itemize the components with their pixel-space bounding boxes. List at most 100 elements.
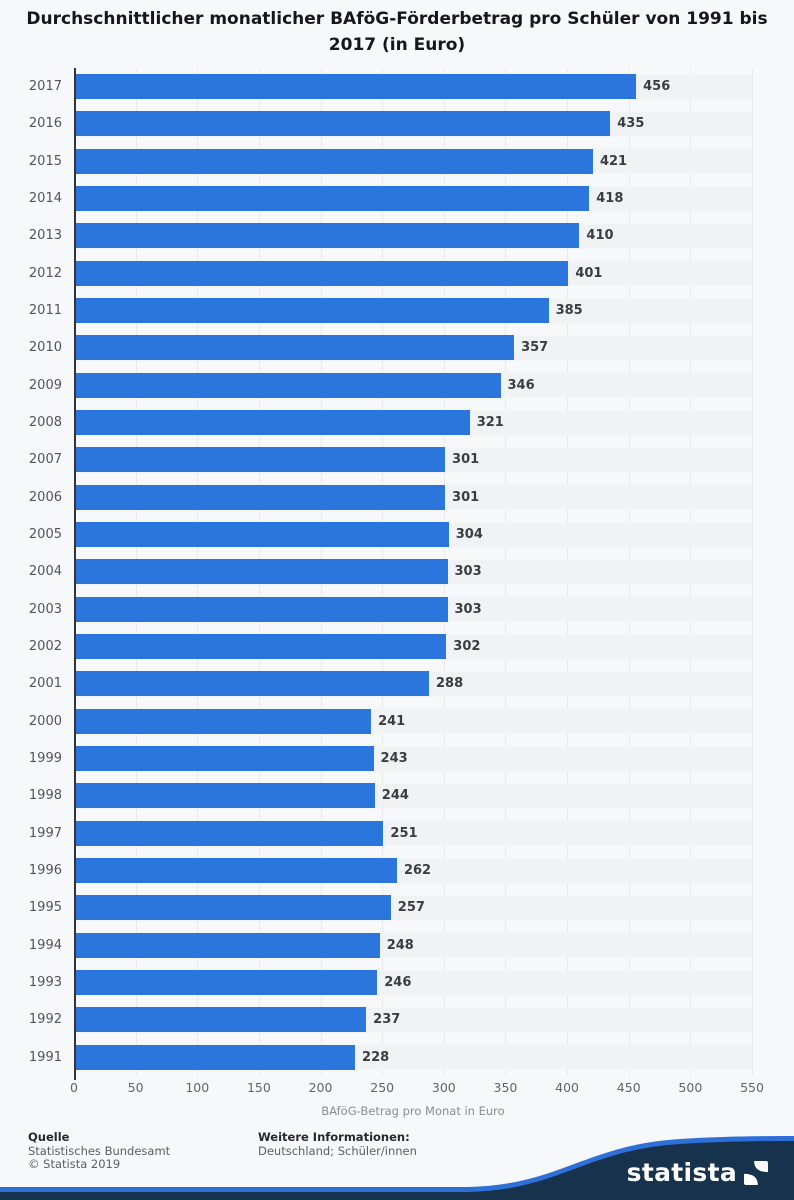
info-line: Deutschland; Schüler/innen xyxy=(258,1143,417,1158)
year-label: 2006 xyxy=(28,489,62,505)
year-label: 1998 xyxy=(28,788,62,804)
bar-row: 2003 303 xyxy=(0,591,752,628)
year-label: 1993 xyxy=(28,975,62,991)
value-label: 304 xyxy=(455,527,483,543)
bar-row: 2002 302 xyxy=(0,628,752,665)
bar-cell: 262 xyxy=(74,852,752,889)
x-tick-label: 200 xyxy=(308,1080,333,1095)
bar-cell: 410 xyxy=(74,217,752,254)
bar xyxy=(74,522,449,548)
bar xyxy=(74,74,637,100)
source-label: Quelle xyxy=(28,1130,70,1144)
bar-row: 2008 321 xyxy=(0,404,752,441)
bar xyxy=(74,148,593,174)
bar-row: 2006 301 xyxy=(0,479,752,516)
value-label: 288 xyxy=(436,676,464,692)
bar-cell: 303 xyxy=(74,591,752,628)
bar xyxy=(74,708,372,734)
x-tick-label: 400 xyxy=(555,1080,580,1095)
value-label: 421 xyxy=(599,153,628,169)
year-label: 2013 xyxy=(28,228,62,244)
bar xyxy=(74,858,397,884)
bar-row: 1993 246 xyxy=(0,964,752,1001)
bar-cell: 421 xyxy=(74,143,752,180)
bar-cell: 288 xyxy=(74,665,752,702)
bar xyxy=(74,335,515,361)
x-tick-label: 100 xyxy=(185,1080,210,1095)
year-label: 1997 xyxy=(28,825,62,841)
bar xyxy=(74,671,430,697)
value-label: 385 xyxy=(555,303,583,319)
value-label: 243 xyxy=(380,751,408,767)
bar xyxy=(74,298,549,324)
bar-row: 1992 237 xyxy=(0,1001,752,1038)
year-label: 1991 xyxy=(28,1049,62,1065)
value-label: 262 xyxy=(403,863,432,879)
x-tick-label: 250 xyxy=(370,1080,395,1095)
bar-row: 2012 401 xyxy=(0,255,752,292)
bar-row: 2009 346 xyxy=(0,367,752,404)
year-label: 1999 xyxy=(28,751,62,767)
bar xyxy=(74,223,580,249)
bar-row: 2013 410 xyxy=(0,217,752,254)
bar-cell: 321 xyxy=(74,404,752,441)
x-axis-label: BAföG-Betrag pro Monat in Euro xyxy=(321,1104,505,1118)
bar-cell: 246 xyxy=(74,964,752,1001)
source-line: Statistisches Bundesamt xyxy=(28,1143,171,1158)
year-label: 2014 xyxy=(28,191,62,207)
year-label: 1994 xyxy=(28,937,62,953)
bar xyxy=(74,111,611,137)
bar-row: 2001 288 xyxy=(0,665,752,702)
year-label: 2009 xyxy=(28,377,62,393)
bar xyxy=(74,634,447,660)
x-tick-label: 450 xyxy=(616,1080,641,1095)
bar-row: 1998 244 xyxy=(0,777,752,814)
year-label: 1995 xyxy=(28,900,62,916)
x-tick-label: 150 xyxy=(246,1080,271,1095)
value-label: 346 xyxy=(507,377,535,393)
year-label: 2004 xyxy=(28,564,62,580)
value-label: 248 xyxy=(386,937,414,953)
bar xyxy=(74,746,374,772)
value-label: 410 xyxy=(586,228,614,244)
bar-cell: 401 xyxy=(74,255,752,292)
value-label: 301 xyxy=(452,489,480,505)
bar-row: 1994 248 xyxy=(0,927,752,964)
bar xyxy=(74,783,375,809)
bar-row: 2015 421 xyxy=(0,143,752,180)
year-label: 2005 xyxy=(28,527,62,543)
gridline xyxy=(752,68,753,1076)
bar xyxy=(74,372,501,398)
bar-cell: 418 xyxy=(74,180,752,217)
value-label: 456 xyxy=(643,79,671,95)
bar-cell: 257 xyxy=(74,889,752,926)
statista-swoosh-graphic xyxy=(0,1136,794,1200)
chart-title: Durchschnittlicher monatlicher BAföG-För… xyxy=(26,9,768,55)
y-axis-line xyxy=(74,68,76,1080)
value-label: 302 xyxy=(453,639,481,655)
year-label: 2001 xyxy=(28,676,62,692)
info-label: Weitere Informationen: xyxy=(258,1130,410,1144)
year-label: 2010 xyxy=(28,340,62,356)
bar-cell: 251 xyxy=(74,815,752,852)
bar-row: 2000 241 xyxy=(0,703,752,740)
x-axis: 0 50 100 150 200 250 300 350 400 450 500 550 xyxy=(70,1080,764,1098)
year-label: 2012 xyxy=(28,265,62,281)
bar-row: 2014 418 xyxy=(0,180,752,217)
bar xyxy=(74,596,448,622)
bar-cell: 248 xyxy=(74,927,752,964)
bar-chart: 2017 456 2016 435 2015 421 2014 418 2013 410 2012 4… xyxy=(0,68,753,1080)
bar-cell: 301 xyxy=(74,441,752,478)
bar-cell: 237 xyxy=(74,1001,752,1038)
bar-row: 2004 303 xyxy=(0,553,752,590)
bar-cell: 243 xyxy=(74,740,752,777)
value-label: 301 xyxy=(452,452,480,468)
value-label: 237 xyxy=(373,1012,401,1028)
statista-logo: statista xyxy=(627,1160,768,1185)
value-label: 257 xyxy=(397,900,425,916)
statista-logo-icon xyxy=(744,1160,768,1185)
bar-cell: 456 xyxy=(74,68,752,105)
value-label: 228 xyxy=(362,1049,390,1065)
bar-row: 2017 456 xyxy=(0,68,752,105)
value-label: 303 xyxy=(454,564,482,580)
